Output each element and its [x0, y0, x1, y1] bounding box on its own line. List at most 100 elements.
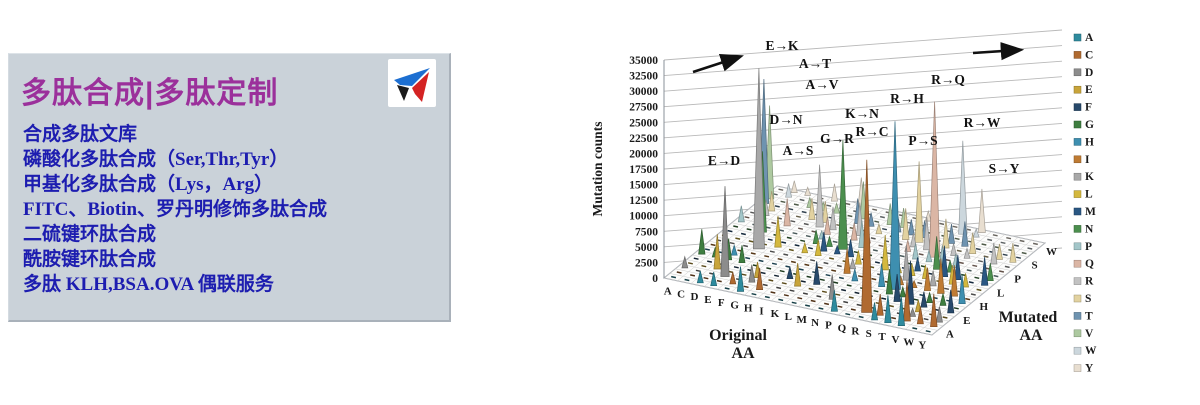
peak-label: E→D — [708, 153, 741, 168]
legend-label-I: I — [1085, 154, 1090, 166]
service-item: 磷酸化多肽合成（Ser,Thr,Tyr） — [23, 149, 289, 170]
chart-canvas: 0 2500 5000 7500 10000 12500 15000 17500 20000 22… — [590, 29, 1097, 400]
cone-S-to-Y — [978, 188, 986, 233]
peak-label: R→C — [856, 124, 889, 139]
cone-L-to-F — [813, 261, 821, 285]
legend-swatch-L — [1073, 190, 1082, 198]
legend-label-D: D — [1085, 67, 1093, 79]
cone-V-to-C — [903, 280, 911, 322]
cone-A-to-G — [698, 229, 706, 255]
z-axis-title: AA — [1019, 327, 1043, 344]
panel-title: 多肽合成|多肽定制 — [21, 77, 279, 110]
legend-swatch-A — [1073, 33, 1082, 42]
x-tick-label: F — [718, 297, 725, 309]
y-axis-title: Mutation counts — [590, 122, 605, 217]
service-item: 多肽 KLH,BSA.OVA 偶联服务 — [23, 274, 274, 295]
cone-V-to-M — [954, 254, 962, 280]
cone-W-to-C — [916, 306, 924, 325]
cone-C-to-W — [785, 183, 793, 198]
legend-swatch-C — [1073, 51, 1082, 59]
cone-D-to-A — [696, 270, 704, 284]
legend-swatch-G — [1073, 120, 1082, 129]
wall-gridline — [663, 154, 1063, 186]
cone-E-to-Q — [783, 198, 791, 227]
cone-A-to-D — [681, 255, 689, 269]
wall-gridline — [663, 138, 1063, 170]
legend-label-V: V — [1085, 328, 1094, 340]
cone-S-to-R — [950, 243, 958, 256]
cone-M-to-L — [854, 250, 862, 265]
legend-swatch-K — [1073, 172, 1082, 181]
peak-label: R→Q — [931, 72, 965, 87]
x-tick-label: A — [664, 285, 672, 297]
legend-swatch-E — [1073, 85, 1082, 94]
wall-gridline — [663, 29, 1063, 61]
y-tick-label: 0 — [652, 273, 658, 285]
legend-swatch-F — [1073, 103, 1082, 111]
cone-G-to-A — [736, 266, 745, 292]
direction-arrow — [692, 53, 744, 74]
cone-C-to-Y — [790, 180, 798, 193]
service-item: FITC、Biotin、罗丹明修饰多肽合成 — [23, 199, 328, 220]
cone-Y-to-H — [958, 274, 966, 305]
legend-swatch-Y — [1073, 364, 1082, 372]
z-tick-label: H — [979, 301, 988, 313]
cone-W-to-R — [990, 242, 998, 265]
cone-P-to-R — [909, 233, 917, 248]
cone-N-to-T — [907, 219, 915, 236]
x-axis-title: Original — [709, 327, 767, 344]
cone-V-to-I — [937, 258, 945, 294]
cone-G-to-V — [833, 201, 840, 214]
cone-Y-to-C — [930, 293, 938, 328]
y-tick-label: 12500 — [629, 195, 658, 207]
cone-G-to-R — [815, 164, 824, 228]
cone-K-to-T — [867, 212, 875, 227]
cone-I-to-F — [786, 266, 794, 280]
cone-L-to-P — [858, 220, 866, 248]
legend-swatch-N — [1073, 225, 1082, 233]
cone-R-to-H — [889, 121, 901, 290]
cone-E-to-A — [710, 271, 718, 287]
cone-W-to-I — [950, 265, 958, 297]
peak-label: K→N — [845, 106, 879, 121]
y-tick-label: 32500 — [629, 71, 658, 83]
x-tick-label: Q — [838, 322, 847, 334]
legend-label-W: W — [1085, 345, 1097, 357]
peak-label: R→H — [890, 91, 924, 106]
cone-K-to-E — [794, 263, 802, 287]
y-tick-label: 15000 — [629, 180, 658, 192]
promo-panel: 多肽合成|多肽定制 合成多肽文库 磷酸化多肽合成（Ser,Thr,Tyr） 甲基化多… — [8, 53, 451, 322]
cone-G-to-S — [821, 201, 829, 223]
cone-H-to-R — [829, 206, 837, 231]
cone-R-to-K — [902, 245, 911, 281]
cone-S-to-G — [899, 285, 907, 298]
x-tick-label: K — [771, 308, 780, 320]
cone-I-to-L — [814, 240, 822, 257]
peak-label: E→K — [765, 38, 799, 53]
wall-gridline — [663, 91, 1063, 123]
z-tick-label: S — [1032, 260, 1038, 272]
cone-S-to-N — [933, 236, 941, 270]
legend-swatch-M — [1073, 207, 1082, 216]
y-tick-label: 30000 — [629, 86, 658, 98]
x-tick-label: N — [811, 317, 819, 329]
z-tick-label: A — [946, 329, 954, 341]
x-tick-label: H — [744, 303, 753, 315]
cone-T-to-S — [969, 232, 977, 255]
legend-label-C: C — [1085, 49, 1093, 61]
x-tick-label: D — [691, 291, 699, 303]
cone-T-to-R — [963, 247, 971, 259]
cone-H-to-N — [812, 229, 820, 244]
legend-swatch-P — [1073, 242, 1082, 251]
legend-swatch-V — [1073, 329, 1082, 338]
x-axis-title: AA — [731, 345, 755, 362]
y-tick-label: 10000 — [629, 211, 658, 223]
floor-mask — [932, 243, 1062, 400]
cone-E-to-G — [738, 245, 746, 264]
x-tick-label: M — [797, 314, 808, 326]
cone-F-to-C — [729, 272, 737, 285]
x-tick-label: Y — [918, 340, 926, 352]
y-tick-label: 25000 — [629, 117, 658, 129]
cone-L-to-M — [847, 239, 855, 258]
cone-R-to-W — [958, 140, 968, 235]
